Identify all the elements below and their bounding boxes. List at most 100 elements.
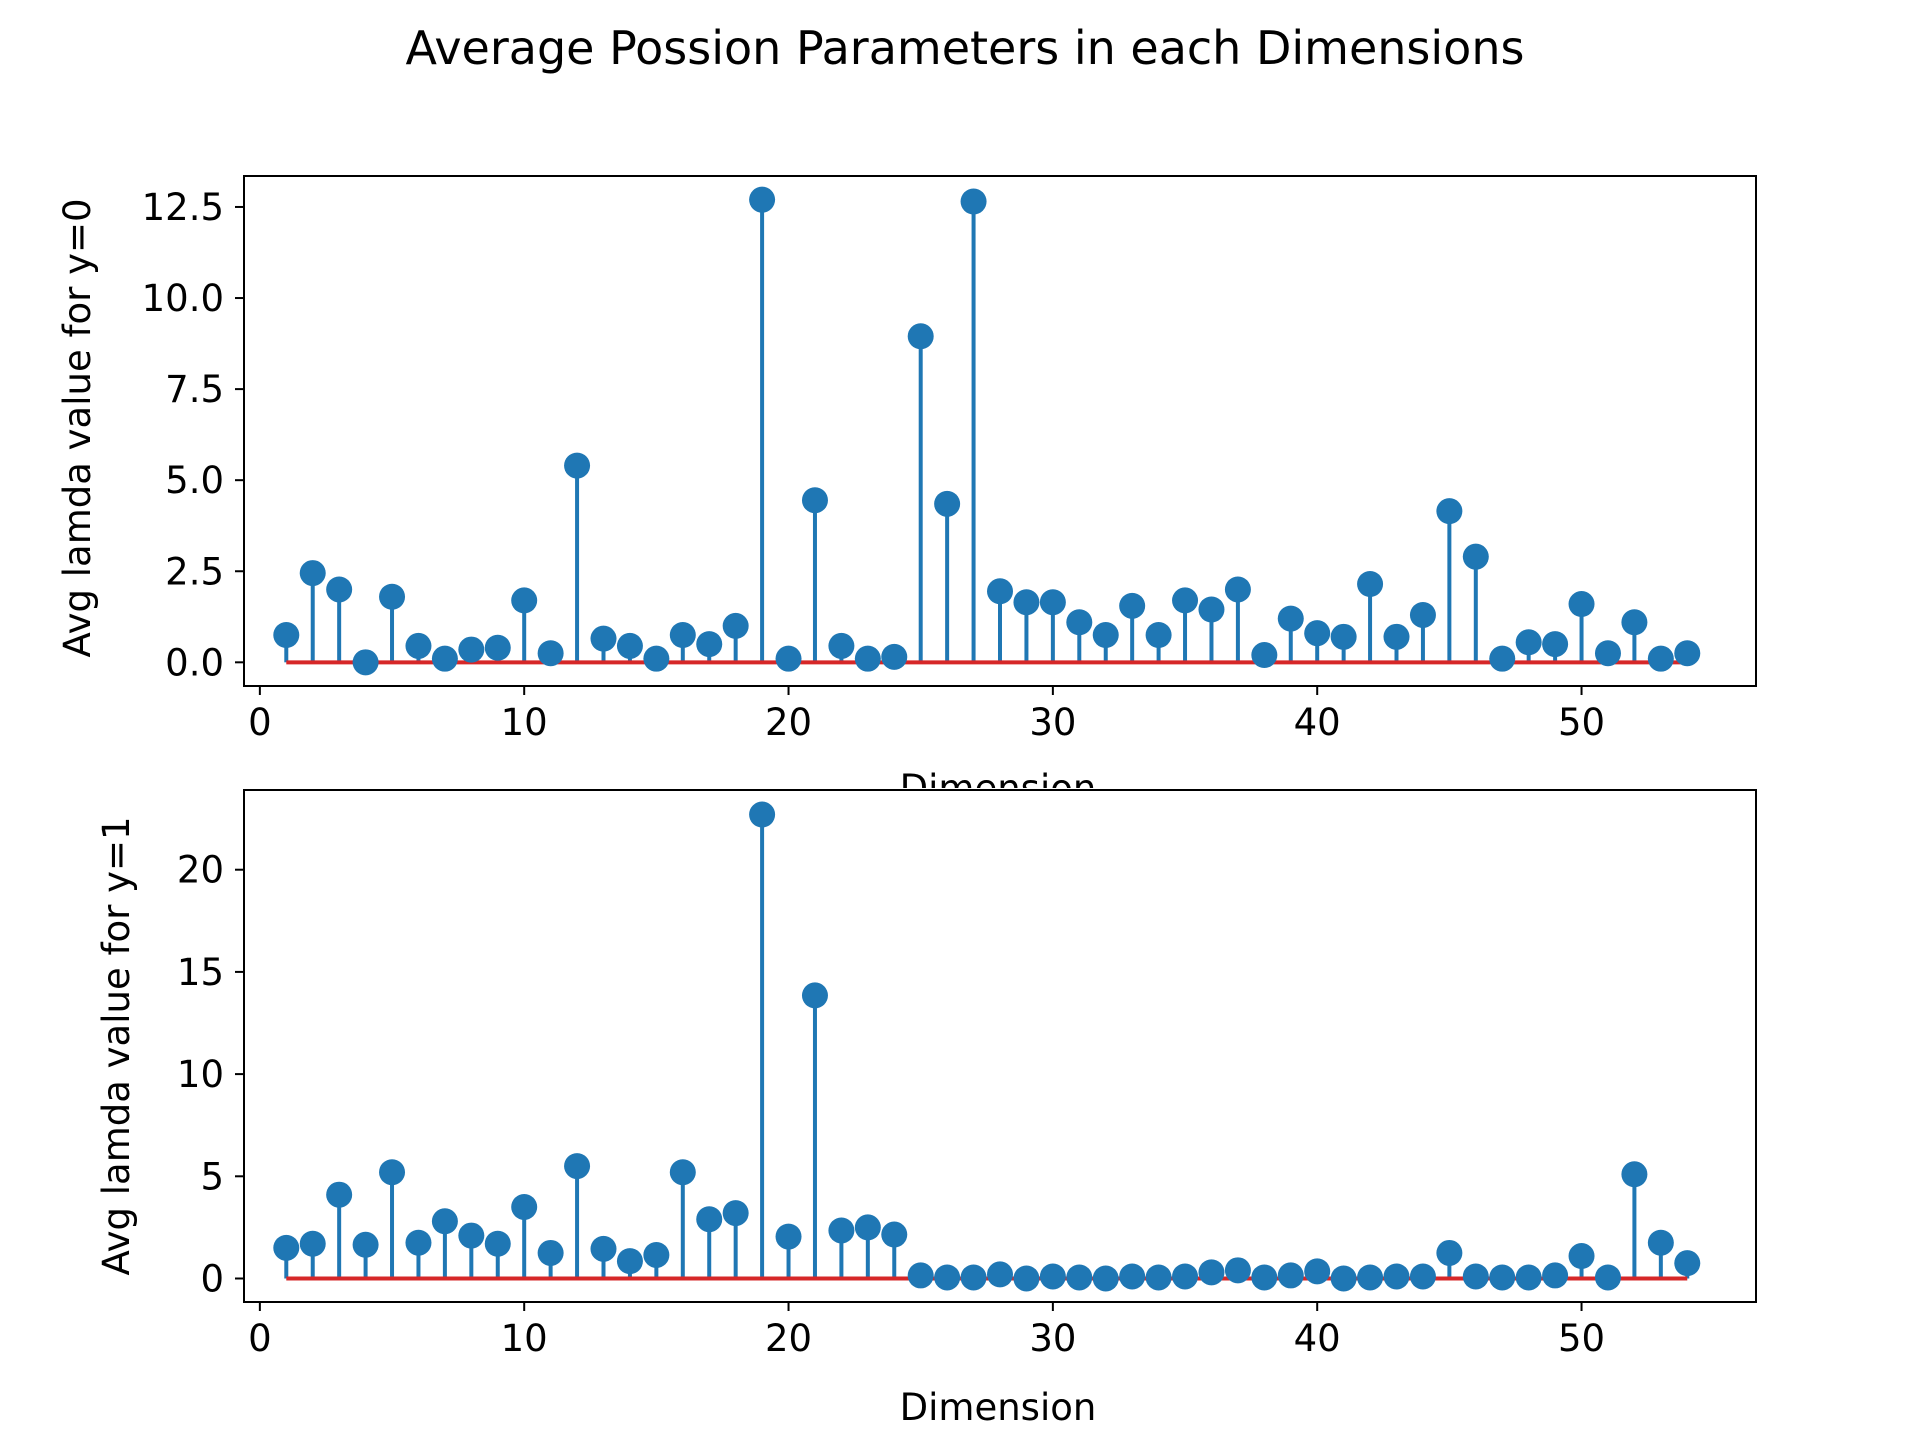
bottom-stem-marker bbox=[643, 1241, 670, 1268]
top-xtick-label: 10 bbox=[501, 701, 548, 744]
bottom-ytick-label: 20 bbox=[177, 849, 224, 892]
bottom-stem-marker bbox=[881, 1221, 908, 1248]
top-stem-marker bbox=[352, 649, 379, 676]
bottom-stem-marker bbox=[934, 1264, 961, 1291]
top-stem-marker bbox=[1039, 589, 1066, 616]
top-stem-marker bbox=[669, 622, 696, 648]
bottom-stem-marker bbox=[1224, 1257, 1251, 1284]
top-stem-marker bbox=[801, 487, 828, 514]
bottom-stem-marker bbox=[1251, 1264, 1278, 1291]
bottom-stem-marker bbox=[749, 801, 776, 828]
top-stem-marker bbox=[1542, 631, 1569, 658]
top-stem-marker bbox=[1357, 571, 1384, 597]
top-ytick-label: 5.0 bbox=[165, 459, 224, 502]
top-stem-marker bbox=[1145, 622, 1172, 648]
bottom-stem-marker bbox=[1066, 1264, 1093, 1291]
bottom-xtick-label: 10 bbox=[501, 1317, 548, 1360]
top-stem-marker bbox=[1330, 623, 1357, 650]
bottom-stem-marker bbox=[1039, 1263, 1066, 1290]
figure-suptitle: Average Possion Parameters in each Dimen… bbox=[406, 21, 1525, 75]
bottom-stem-marker bbox=[379, 1159, 406, 1186]
top-xtick-label: 30 bbox=[1029, 701, 1076, 744]
bottom-stem-marker bbox=[1119, 1263, 1146, 1290]
bottom-stem-marker bbox=[616, 1248, 643, 1275]
top-stem-marker bbox=[854, 645, 881, 672]
bottom-xtick-label: 40 bbox=[1294, 1317, 1341, 1360]
bottom-stem-marker bbox=[405, 1229, 432, 1256]
bottom-stem-marker bbox=[1568, 1243, 1595, 1270]
top-stem-marker bbox=[1515, 629, 1542, 656]
bottom-stem-marker bbox=[1409, 1263, 1436, 1290]
top-xtick-label: 20 bbox=[765, 701, 812, 744]
top-stem-marker bbox=[511, 587, 538, 614]
top-stem-marker bbox=[405, 632, 432, 659]
bottom-stem-marker bbox=[696, 1206, 723, 1233]
top-stem-marker bbox=[299, 560, 326, 587]
top-stem-marker bbox=[1621, 609, 1648, 636]
bottom-stem-marker bbox=[1462, 1263, 1489, 1290]
bottom-stem-marker bbox=[1330, 1265, 1357, 1292]
bottom-stem-marker bbox=[1013, 1265, 1040, 1292]
top-stem-marker bbox=[458, 636, 485, 663]
top-stem-marker bbox=[749, 186, 776, 213]
bottom-ytick-label: 10 bbox=[177, 1053, 224, 1096]
top-stem-marker bbox=[379, 583, 406, 610]
top-stem-marker bbox=[431, 645, 458, 672]
bottom-stem-marker bbox=[1357, 1264, 1384, 1291]
bottom-stem-marker bbox=[352, 1231, 379, 1258]
top-stem-marker bbox=[1092, 622, 1119, 648]
top-stem-marker bbox=[1436, 498, 1463, 525]
top-stem-marker bbox=[1198, 596, 1225, 623]
top-xtick-label: 50 bbox=[1558, 701, 1605, 744]
bottom-stem-marker bbox=[1304, 1258, 1331, 1285]
top-stem-marker bbox=[722, 612, 749, 639]
top-stem-marker bbox=[881, 643, 908, 670]
top-ytick-label: 0.0 bbox=[165, 641, 224, 684]
bottom-ytick-label: 0 bbox=[200, 1257, 224, 1300]
bottom-stem-marker bbox=[907, 1262, 934, 1289]
top-stem-marker bbox=[987, 578, 1013, 605]
bottom-stem-marker bbox=[1594, 1264, 1621, 1291]
bottom-stem-marker bbox=[854, 1214, 881, 1241]
top-xtick-label: 0 bbox=[248, 701, 272, 744]
bottom-stem-marker bbox=[960, 1264, 987, 1291]
bottom-stem-marker bbox=[564, 1153, 591, 1180]
top-stem-marker bbox=[1568, 591, 1595, 618]
top-stem-marker bbox=[537, 640, 564, 667]
top-stem-marker bbox=[326, 576, 353, 603]
bottom-stem-marker bbox=[1621, 1161, 1648, 1188]
top-stem-marker bbox=[934, 490, 961, 517]
top-stem-marker bbox=[775, 645, 802, 672]
bottom-stem-marker bbox=[431, 1208, 458, 1235]
top-axes-frame bbox=[243, 175, 1757, 687]
top-ylabel: Avg lamda value for y=0 bbox=[56, 198, 99, 657]
bottom-axes-frame bbox=[243, 789, 1757, 1303]
top-stem-marker bbox=[1277, 605, 1304, 632]
top-stem-marker bbox=[1251, 642, 1278, 669]
bottom-xtick-label: 20 bbox=[765, 1317, 812, 1360]
top-stem-marker bbox=[1172, 587, 1199, 614]
top-stem-marker bbox=[1119, 592, 1146, 619]
top-stem-marker bbox=[1647, 645, 1674, 672]
bottom-stem-marker bbox=[273, 1234, 300, 1261]
top-stem-marker bbox=[1462, 543, 1489, 570]
bottom-xtick-label: 30 bbox=[1029, 1317, 1076, 1360]
top-stem-marker bbox=[696, 631, 723, 658]
bottom-stem-plot: Avg lamda value for y=1 Dimension 0 10 20 3… bbox=[95, 789, 1757, 1429]
bottom-stem-marker bbox=[326, 1181, 353, 1208]
top-stem-marker bbox=[828, 632, 855, 659]
top-stem-marker bbox=[907, 323, 934, 350]
top-stem-marker bbox=[616, 632, 643, 659]
top-stem-marker bbox=[1489, 645, 1516, 672]
top-xtick-label: 40 bbox=[1294, 701, 1341, 744]
bottom-stem-marker bbox=[1277, 1262, 1304, 1289]
bottom-stem-marker bbox=[722, 1200, 749, 1227]
top-stem-marker bbox=[1594, 640, 1621, 667]
top-stem-marker bbox=[484, 634, 511, 661]
bottom-stem-marker bbox=[537, 1239, 564, 1266]
bottom-stem-marker bbox=[484, 1230, 511, 1257]
bottom-ytick-label: 5 bbox=[200, 1155, 224, 1198]
bottom-stem-marker bbox=[775, 1223, 802, 1250]
bottom-stem-marker bbox=[828, 1217, 855, 1244]
